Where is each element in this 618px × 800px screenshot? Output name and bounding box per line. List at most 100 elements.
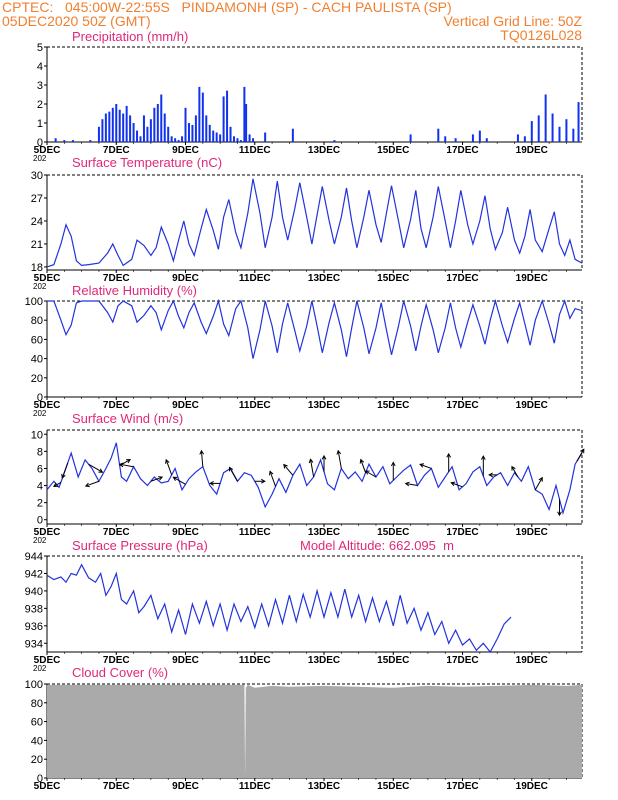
humidity-xtick-label: 15DEC: [377, 400, 409, 411]
precip-bar: [198, 86, 201, 142]
wind-arrow-shaft: [451, 482, 463, 488]
precip-bar: [191, 124, 194, 142]
precip-bar: [478, 130, 481, 142]
wind-xtick-label: 7DEC: [103, 527, 130, 538]
wind-arrow-shaft: [365, 470, 377, 478]
precip-bar: [153, 107, 156, 142]
precip-bar: [184, 107, 187, 142]
header-date: 05DEC2020 50Z (GMT): [2, 13, 151, 29]
temp-xtick-label: 5DEC: [34, 273, 61, 284]
temp-xtick-label: 9DEC: [172, 273, 199, 284]
precip-bar: [63, 140, 66, 142]
wind-ytick-label: 4: [37, 481, 43, 493]
temp-xtick-label: 11DEC: [239, 273, 271, 284]
wind-arrow-head: [126, 459, 132, 464]
precip-xtick-label: 17DEC: [446, 145, 478, 156]
pressure-xtick-label: 5DEC: [34, 655, 61, 666]
precip-bar: [205, 115, 208, 142]
precip-bar: [122, 113, 125, 142]
precip-bar: [201, 92, 204, 142]
wind-arrow-head: [308, 458, 314, 464]
precip-bar: [236, 138, 239, 142]
precip-bar: [229, 126, 232, 142]
cloud-xtick-label: 11DEC: [239, 781, 271, 792]
cloud-ytick-label: 40: [31, 735, 43, 747]
precip-bar: [245, 104, 248, 142]
wind-ytick-label: 6: [37, 463, 43, 475]
temp-ytick-label: 27: [31, 193, 43, 205]
precip-ytick-label: 1: [37, 118, 43, 130]
wind-series-line: [46, 442, 583, 516]
header-model-code: TQ0126L028: [500, 27, 582, 43]
precip-bar: [226, 90, 229, 142]
precip-ytick-label: 5: [37, 42, 43, 54]
precip-bar: [248, 134, 251, 142]
precip-bar: [89, 140, 92, 142]
precip-bar: [232, 136, 235, 142]
precip-bar: [558, 126, 561, 142]
precip-ytick-label: 4: [37, 61, 43, 73]
precip-bar: [530, 121, 533, 142]
temp-ytick-label: 30: [31, 170, 43, 182]
humidity-ytick-label: 0: [37, 392, 43, 404]
wind-arrow-shaft: [337, 450, 342, 469]
cloud-title: Cloud Cover (%): [72, 665, 169, 680]
wind-arrow-shaft: [119, 463, 134, 468]
precip-bar: [212, 130, 215, 142]
humidity-ytick-label: 80: [31, 315, 43, 327]
pressure-ytick-label: 944: [25, 551, 43, 563]
wind-arrow-head: [404, 481, 410, 487]
wind-xtick-label: 11DEC: [239, 527, 271, 538]
precip-xtick-label: 9DEC: [172, 145, 199, 156]
cloud-area: [47, 684, 582, 778]
precip-bar: [101, 119, 104, 142]
precip-bar: [156, 104, 159, 142]
precip-bar: [537, 115, 540, 142]
temp-ytick-label: 18: [31, 262, 43, 274]
wind-arrow-head: [53, 482, 58, 487]
humidity-ytick-label: 60: [31, 334, 43, 346]
pressure-xtick-label: 19DEC: [516, 655, 548, 666]
precip-bar: [572, 128, 575, 142]
wind-arrow-head: [419, 463, 425, 468]
precip-bar: [115, 104, 118, 142]
cloud-xtick-label: 19DEC: [516, 781, 548, 792]
cloud-ytick-label: 100: [25, 679, 43, 691]
temperature-title: Surface Temperature (nC): [72, 155, 223, 170]
pressure-title: Surface Pressure (hPa): [72, 538, 208, 553]
wind-arrow-shaft: [534, 477, 543, 491]
precip-bar: [215, 132, 218, 142]
wind-arrow-shaft: [200, 450, 204, 467]
wind-title: Surface Wind (m/s): [72, 411, 184, 426]
wind-arrow-head: [209, 481, 214, 486]
temp-ytick-label: 24: [31, 216, 43, 228]
pressure-xtick-label: 7DEC: [103, 655, 130, 666]
wind-xtick-label: 19DEC: [516, 527, 548, 538]
cloud-xtick-label: 15DEC: [377, 781, 409, 792]
precip-bar: [187, 123, 190, 142]
precipitation-title: Precipitation (mm/h): [72, 29, 189, 44]
wind-xtick-label: 15DEC: [377, 527, 409, 538]
pressure-xtick-label: 11DEC: [239, 655, 271, 666]
model-altitude-label: Model Altitude: 662.095 m: [300, 538, 454, 553]
wind-arrow-shaft: [173, 476, 186, 485]
precip-bar: [181, 136, 184, 142]
wind-arrow-head: [390, 461, 396, 467]
wind-arrow-head: [61, 473, 66, 479]
temp-xtick-label: 13DEC: [308, 273, 340, 284]
precip-bar: [454, 138, 457, 142]
wind-arrow-head: [488, 472, 493, 478]
precip-xtick-overlap: 202: [33, 154, 47, 163]
precip-bar: [125, 105, 128, 142]
precip-bar: [291, 128, 294, 142]
pressure-xtick-label: 15DEC: [377, 655, 409, 666]
wind-ytick-label: 2: [37, 498, 43, 510]
wind-xtick-label: 5DEC: [34, 527, 61, 538]
wind-arrow-head: [511, 465, 516, 471]
precip-xtick-label: 13DEC: [308, 145, 340, 156]
wind-arrow-shaft: [310, 459, 315, 478]
wind-xtick-label: 9DEC: [172, 527, 199, 538]
precip-bar: [177, 140, 180, 142]
precip-bar: [136, 130, 139, 142]
precip-bar: [194, 115, 197, 142]
